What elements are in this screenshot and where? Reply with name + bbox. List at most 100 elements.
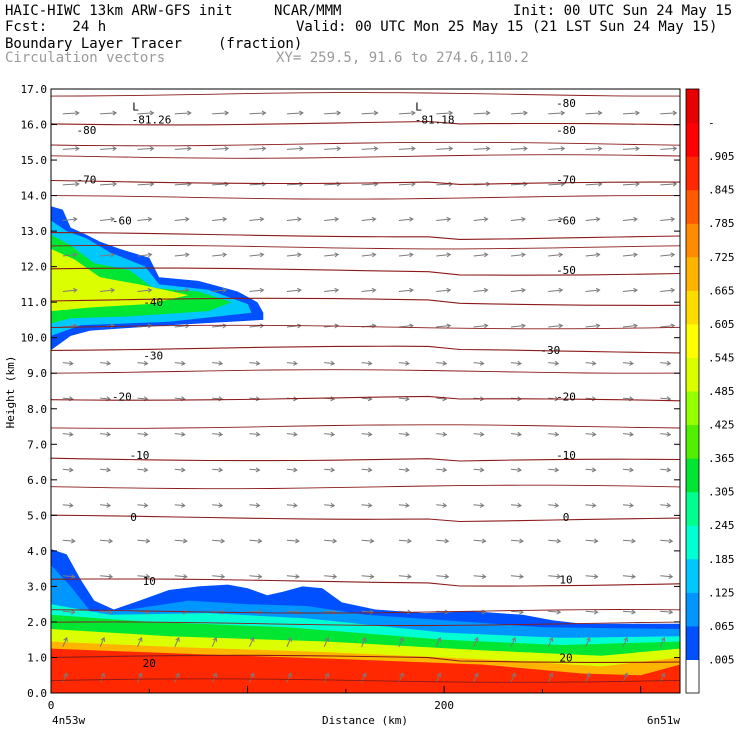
- minimum-symbol: L: [132, 100, 139, 113]
- circulation-vector: [361, 254, 376, 257]
- circulation-vector: [137, 673, 142, 683]
- vector-arrowhead: [373, 110, 379, 116]
- circulation-vector: [510, 575, 524, 578]
- vector-arrowhead: [147, 287, 153, 293]
- colorbar-swatch: [686, 391, 699, 426]
- y-tick-label: 7.0: [27, 438, 47, 451]
- y-tick-label: 17.0: [21, 83, 48, 96]
- circulation-vector: [174, 147, 191, 150]
- temperature-contour: [51, 297, 680, 306]
- circulation-vector: [585, 673, 591, 683]
- circulation-vector: [548, 468, 559, 471]
- contour-label: -40: [143, 296, 163, 309]
- circulation-vector: [622, 504, 634, 507]
- circulation-vector: [361, 147, 378, 150]
- y-tick-label: 15.0: [21, 154, 48, 167]
- circulation-vector: [585, 610, 598, 613]
- vector-arrowhead: [257, 574, 263, 579]
- circulation-vector: [436, 539, 449, 542]
- vector-arrowhead: [483, 323, 489, 329]
- circulation-vector: [435, 637, 441, 648]
- circulation-vector: [62, 183, 79, 186]
- vector-arrowhead: [255, 467, 261, 473]
- vector-arrowhead: [672, 146, 678, 152]
- vector-arrowhead: [474, 636, 479, 642]
- circulation-vector: [361, 433, 372, 436]
- circulation-vector: [249, 539, 262, 542]
- circulation-vector: [398, 112, 415, 115]
- vector-arrowhead: [666, 502, 672, 508]
- circulation-vector: [249, 112, 266, 115]
- x-end-point-label: 6n51w: [647, 714, 680, 727]
- vector-arrowhead: [72, 287, 78, 293]
- circulation-vector: [286, 218, 301, 221]
- circulation-vector: [660, 218, 675, 221]
- circulation-vector: [585, 362, 596, 365]
- vector-arrowhead: [629, 502, 634, 508]
- vector-arrowhead: [373, 146, 379, 152]
- circulation-vector: [398, 325, 413, 328]
- contour-label: -70: [556, 174, 576, 187]
- vector-arrowhead: [369, 573, 375, 579]
- circulation-vector: [585, 147, 602, 150]
- vector-arrowhead: [444, 609, 450, 615]
- colorbar-label: .245: [708, 519, 735, 532]
- circulation-vector: [212, 575, 225, 578]
- circulation-vector: [622, 539, 636, 542]
- circulation-vector: [174, 433, 185, 436]
- circulation-vector: [547, 637, 553, 648]
- circulation-vector: [622, 637, 628, 648]
- circulation-vector: [622, 468, 634, 471]
- circulation-vector: [324, 575, 337, 578]
- vector-arrowhead: [668, 538, 674, 544]
- vector-arrowhead: [593, 574, 599, 579]
- vector-arrowhead: [558, 252, 564, 258]
- vector-arrowhead: [446, 216, 452, 222]
- temperature-contour: [51, 424, 680, 429]
- contour-label: -20: [112, 390, 132, 403]
- vector-arrowhead: [250, 636, 255, 642]
- circulation-vector: [324, 362, 335, 365]
- circulation-vector: [286, 183, 303, 186]
- contour-label: -70: [76, 174, 96, 187]
- circulation-vector: [212, 397, 223, 400]
- circulation-vector: [286, 289, 301, 292]
- contour-label: -10: [130, 449, 150, 462]
- colorbar-label: .485: [708, 385, 735, 398]
- vector-arrowhead: [436, 672, 442, 678]
- vector-arrowhead: [446, 252, 452, 258]
- vector-arrowhead: [548, 636, 554, 642]
- circulation-vector: [622, 397, 634, 400]
- circulation-vector: [510, 673, 516, 683]
- circulation-vector: [361, 289, 376, 292]
- vector-arrowhead: [70, 609, 76, 615]
- circulation-vector: [398, 539, 411, 542]
- circulation-vector: [174, 575, 187, 578]
- circulation-vector: [100, 610, 113, 613]
- vector-arrowhead: [517, 360, 522, 366]
- circulation-vector: [100, 147, 117, 150]
- vector-arrowhead: [595, 252, 601, 258]
- circulation-vector: [137, 183, 154, 186]
- vector-arrowhead: [635, 181, 640, 187]
- vector-arrowhead: [218, 502, 224, 508]
- vector-arrowhead: [257, 609, 263, 615]
- vector-arrowhead: [334, 287, 340, 293]
- circulation-vector: [174, 112, 191, 115]
- vector-arrowhead: [631, 538, 636, 544]
- vector-arrowhead: [554, 431, 560, 437]
- vector-arrowhead: [336, 146, 342, 152]
- vector-arrowhead: [184, 287, 190, 293]
- vector-arrowhead: [633, 216, 638, 222]
- circulation-vector: [622, 112, 640, 115]
- circulation-vector: [361, 218, 376, 221]
- vector-arrowhead: [255, 431, 261, 437]
- circulation-vector: [585, 433, 596, 436]
- y-tick-label: 5.0: [27, 509, 47, 522]
- circulation-vector: [137, 575, 150, 578]
- vector-arrowhead: [68, 431, 74, 437]
- circulation-vector: [473, 539, 486, 542]
- contour-label: -30: [143, 350, 163, 363]
- vector-arrowhead: [483, 252, 489, 258]
- vector-arrowhead: [629, 431, 634, 437]
